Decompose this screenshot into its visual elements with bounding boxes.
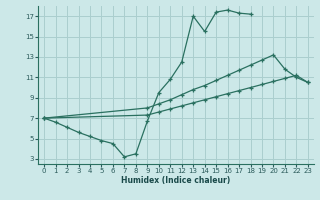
X-axis label: Humidex (Indice chaleur): Humidex (Indice chaleur) bbox=[121, 176, 231, 185]
